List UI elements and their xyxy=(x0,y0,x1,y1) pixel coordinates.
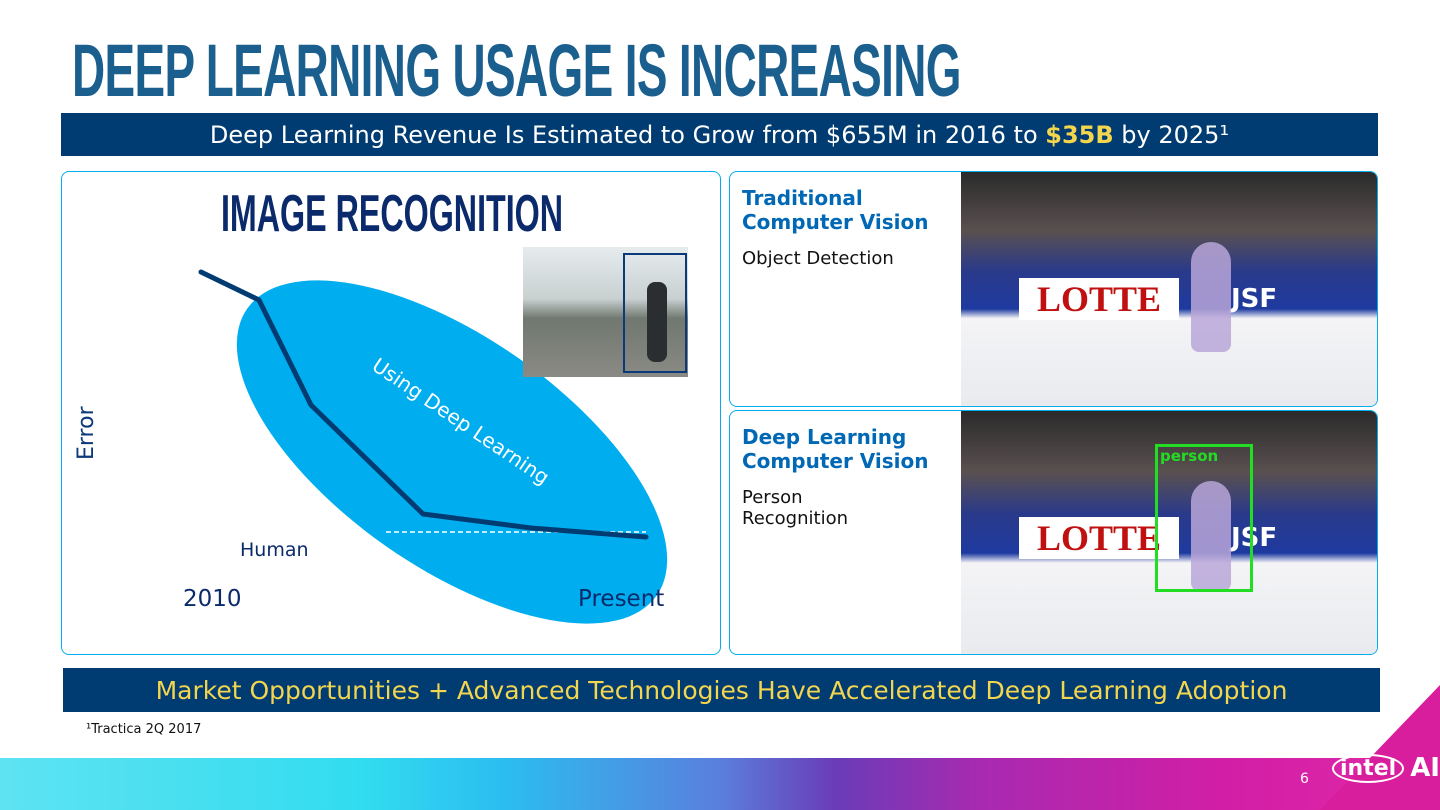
x-end-label: Present xyxy=(578,586,665,612)
panel-heading: Deep Learning Computer Vision xyxy=(742,425,928,473)
sign-text: LOTTE xyxy=(1019,278,1179,320)
subtitle-line: Person xyxy=(742,487,803,508)
panel-title: IMAGE RECOGNITION xyxy=(220,185,564,243)
heading-line: Computer Vision xyxy=(742,210,929,234)
error-line xyxy=(198,269,649,540)
slide-title: DEEP LEARNING USAGE IS INCREASING xyxy=(72,29,961,112)
detection-label: person xyxy=(1160,447,1219,465)
banner-text: Deep Learning Revenue Is Estimated to Gr… xyxy=(209,120,1046,149)
heading-line: Deep Learning xyxy=(742,425,907,449)
footnote: ¹Tractica 2Q 2017 xyxy=(86,722,202,737)
panel-subtitle: Object Detection xyxy=(742,248,894,269)
heading-line: Computer Vision xyxy=(742,449,929,473)
page-number: 6 xyxy=(1300,771,1309,787)
deep-learning-region xyxy=(236,280,668,624)
deep-learning-cv-panel: Deep Learning Computer Vision Person Recog… xyxy=(729,410,1378,655)
train-station-photo xyxy=(523,247,688,377)
sign-text: LOTTE xyxy=(1019,517,1179,559)
traditional-cv-panel: Traditional Computer Vision Object Detect… xyxy=(729,171,1378,407)
logo-text: JSF xyxy=(1231,284,1278,314)
person-detection-box: person xyxy=(1155,444,1253,592)
banner-highlight: $35B xyxy=(1045,120,1114,149)
ai-label: AI xyxy=(1410,753,1440,783)
panel-subtitle: Person Recognition xyxy=(742,487,848,529)
heading-line: Traditional xyxy=(742,186,863,210)
skater-figure xyxy=(1191,242,1231,352)
subtitle-line: Recognition xyxy=(742,508,848,529)
x-start-label: 2010 xyxy=(183,586,242,612)
person-figure xyxy=(647,282,667,362)
revenue-banner: Deep Learning Revenue Is Estimated to Gr… xyxy=(61,113,1378,156)
intel-ai-logo: intel AI xyxy=(1332,753,1440,783)
skater-figure xyxy=(1191,481,1231,591)
y-axis-label: Error xyxy=(74,406,99,460)
human-label: Human xyxy=(240,539,309,561)
skating-photo: LOTTE JSF xyxy=(961,172,1377,406)
skating-photo: LOTTE JSF person xyxy=(961,411,1377,654)
image-recognition-panel: IMAGE RECOGNITION Using Deep Learning Er… xyxy=(61,171,721,655)
banner-text-end: by 2025¹ xyxy=(1113,120,1230,149)
panel-heading: Traditional Computer Vision xyxy=(742,186,928,234)
logo-text: JSF xyxy=(1231,523,1278,553)
error-chart: Using Deep Learning xyxy=(198,269,668,624)
detection-box xyxy=(623,253,687,373)
adoption-banner: Market Opportunities + Advanced Technolo… xyxy=(63,668,1380,712)
decorative-strip xyxy=(0,758,1440,810)
intel-logo-icon: intel xyxy=(1332,753,1405,783)
